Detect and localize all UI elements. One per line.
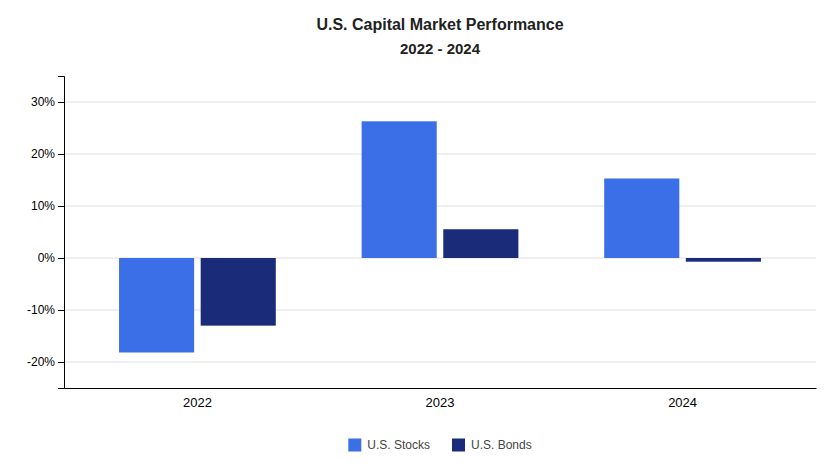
grid-line xyxy=(64,154,816,155)
legend-item: U.S. Stocks xyxy=(348,438,430,452)
bar xyxy=(362,121,437,258)
legend-item: U.S. Bonds xyxy=(452,438,532,452)
legend-label: U.S. Stocks xyxy=(367,438,430,452)
y-tick-mark xyxy=(58,154,64,155)
y-tick-label: 30% xyxy=(31,95,55,109)
legend: U.S. Stocks U.S. Bonds xyxy=(348,438,531,452)
grid xyxy=(64,102,816,362)
y-axis-line xyxy=(58,77,65,389)
grid-line xyxy=(64,362,816,363)
y-tick-mark xyxy=(58,362,64,363)
y-axis: -20% -10% 0% 10% 20% 30% xyxy=(27,77,65,389)
y-tick-label: 20% xyxy=(31,147,55,161)
y-tick: 20% xyxy=(31,147,64,161)
chart-container: -20% -10% 0% 10% 20% 30% 2022 2023 2024 U.S. Capi… xyxy=(0,0,840,472)
y-tick: 0% xyxy=(38,251,64,265)
title-group: U.S. Capital Market Performance 2022 - 20… xyxy=(316,16,563,57)
y-tick-label: 0% xyxy=(38,251,56,265)
x-tick-label: 2022 xyxy=(183,395,212,410)
legend-label: U.S. Bonds xyxy=(471,438,532,452)
x-axis-line xyxy=(65,388,817,389)
bar-series xyxy=(119,121,679,352)
y-tick: 10% xyxy=(31,199,64,213)
bar xyxy=(686,258,761,262)
x-tick: 2022 xyxy=(183,395,212,410)
y-tick-mark xyxy=(58,102,64,103)
bar xyxy=(201,258,276,326)
chart-svg: -20% -10% 0% 10% 20% 30% 2022 2023 2024 U.S. Capi… xyxy=(0,0,840,472)
y-tick-mark xyxy=(58,310,64,311)
subtitle: 2022 - 2024 xyxy=(400,40,481,57)
y-tick: -20% xyxy=(27,355,64,369)
y-tick-label: -10% xyxy=(27,303,55,317)
y-tick-mark xyxy=(58,206,64,207)
y-tick-label: -20% xyxy=(27,355,55,369)
x-tick: 2024 xyxy=(668,395,697,410)
y-tick: -10% xyxy=(27,303,64,317)
x-tick-label: 2024 xyxy=(668,395,697,410)
bar xyxy=(604,178,679,258)
grid-line xyxy=(64,206,816,207)
bar xyxy=(443,229,518,258)
y-tick: 30% xyxy=(31,95,64,109)
grid-line xyxy=(64,102,816,103)
title: U.S. Capital Market Performance xyxy=(316,16,563,33)
y-tick-label: 10% xyxy=(31,199,55,213)
legend-swatch xyxy=(452,439,465,452)
x-tick-label: 2023 xyxy=(426,395,455,410)
x-axis: 2022 2023 2024 xyxy=(65,389,817,411)
bar xyxy=(119,258,194,352)
bars xyxy=(119,121,761,352)
x-tick: 2023 xyxy=(426,395,455,410)
bar-series xyxy=(201,229,761,325)
legend-swatch xyxy=(348,439,361,452)
y-tick-mark xyxy=(58,258,64,259)
